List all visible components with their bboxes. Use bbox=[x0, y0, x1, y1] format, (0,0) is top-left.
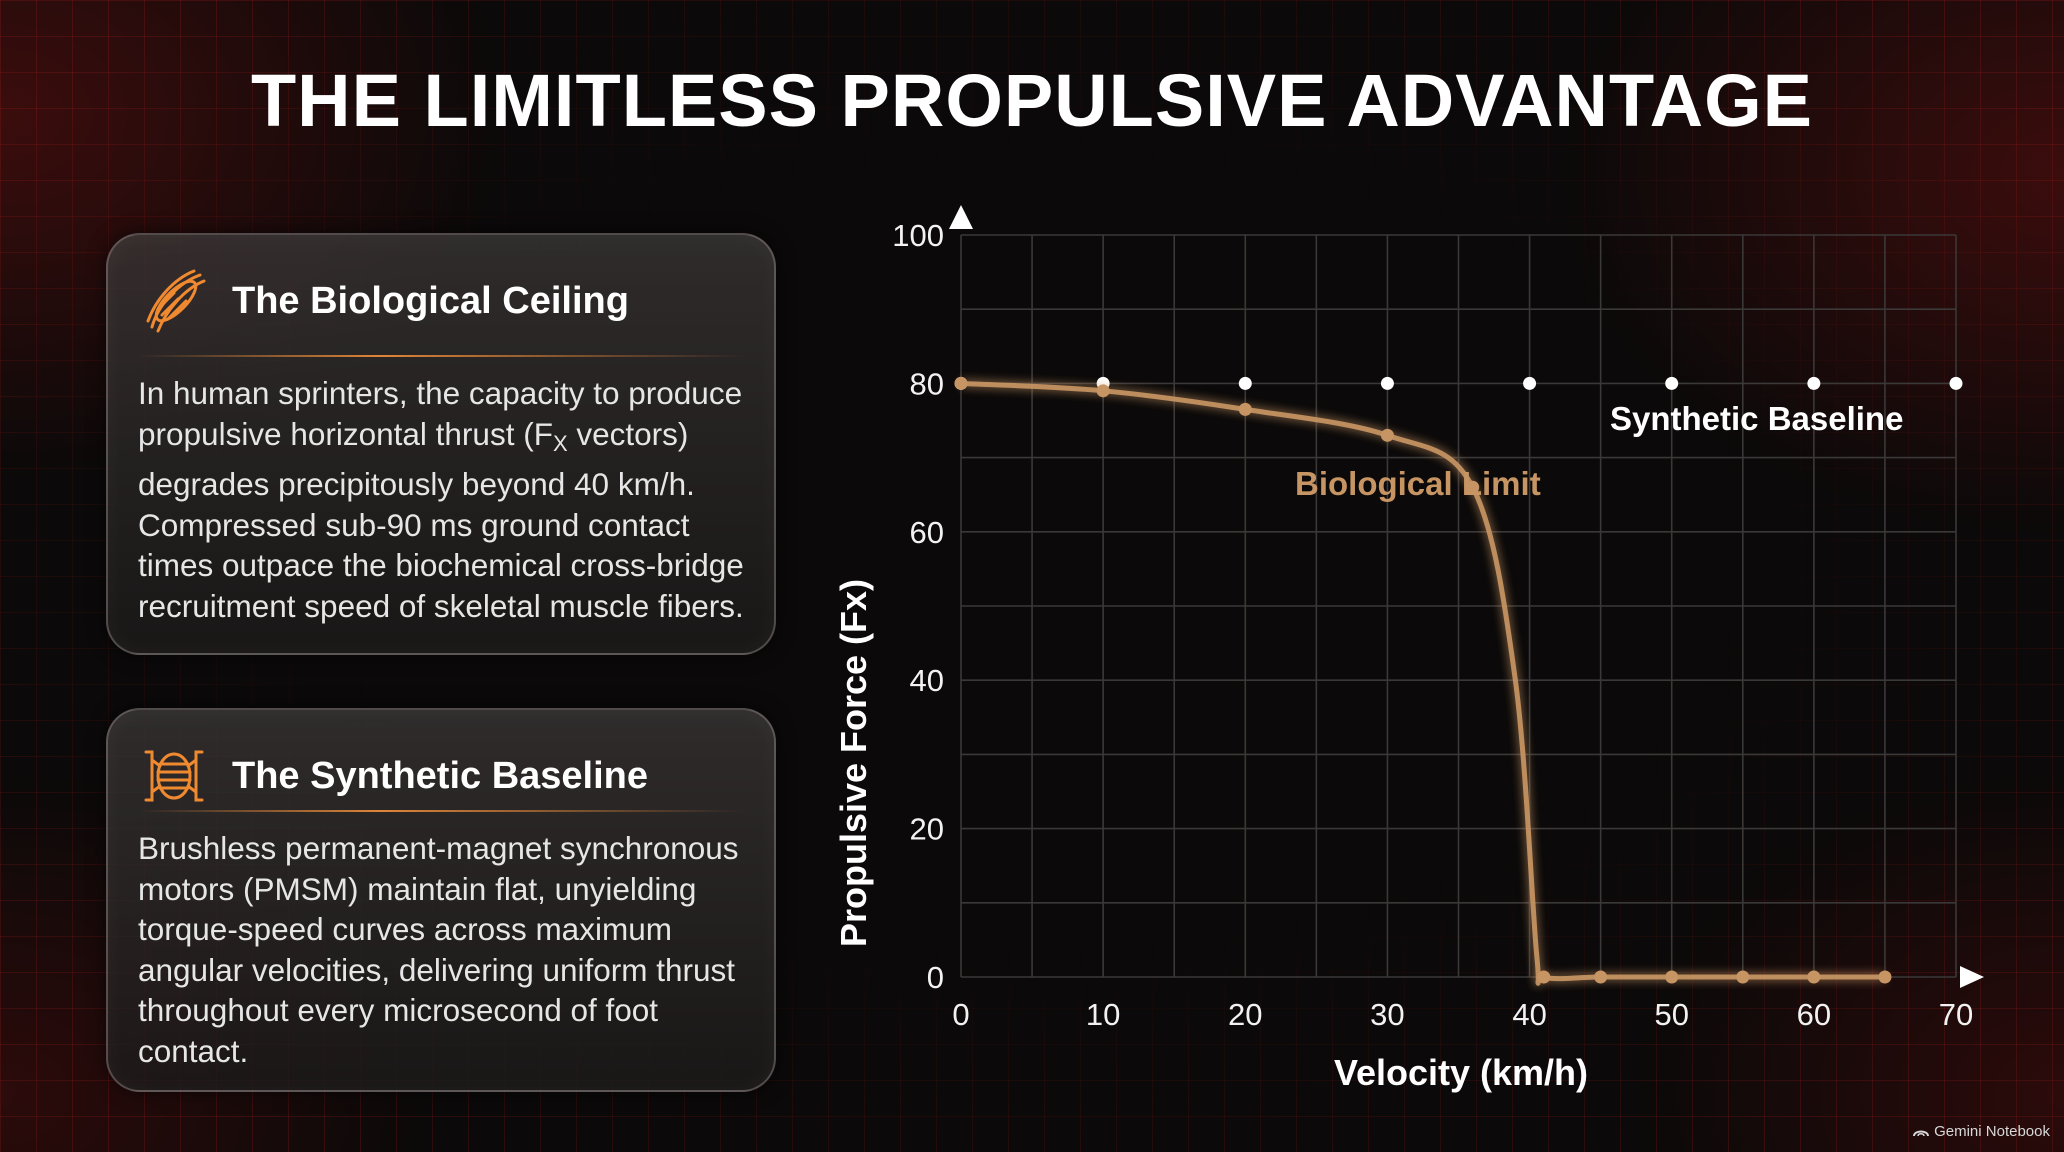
x-tick-label: 20 bbox=[1228, 997, 1262, 1032]
y-tick-label: 20 bbox=[910, 812, 944, 847]
biological-limit-point bbox=[1594, 970, 1608, 984]
synthetic-baseline-point bbox=[1380, 376, 1394, 390]
card-divider bbox=[138, 810, 744, 812]
x-tick-label: 30 bbox=[1370, 997, 1404, 1032]
x-tick-label: 70 bbox=[1939, 997, 1973, 1032]
y-tick-label: 80 bbox=[910, 366, 944, 401]
biological-limit-point bbox=[1807, 970, 1821, 984]
biological-limit-point bbox=[1466, 480, 1480, 494]
x-tick-label: 60 bbox=[1797, 997, 1831, 1032]
y-axis-arrow bbox=[949, 205, 973, 229]
biological-limit-point bbox=[1380, 428, 1394, 442]
card-header: The Biological Ceiling bbox=[138, 259, 744, 343]
chart-axes bbox=[949, 205, 1984, 988]
synthetic-baseline-card: The Synthetic Baseline Brushless permane… bbox=[106, 708, 776, 1092]
chart-svg: 0 10 20 30 40 50 60 70 0 20 40 60 80 100 Velocity (km… bbox=[833, 205, 1984, 1093]
chart-tick-labels: 0 10 20 30 40 50 60 70 0 20 40 60 80 100 bbox=[892, 218, 1973, 1032]
body-text-part: vectors) degrades precipitously beyond 4… bbox=[138, 415, 744, 624]
synthetic-baseline-point bbox=[1665, 376, 1679, 390]
biological-limit-point bbox=[1736, 970, 1750, 984]
muscle-fiber-icon bbox=[146, 269, 206, 333]
card-divider bbox=[138, 355, 744, 357]
x-tick-label: 50 bbox=[1654, 997, 1688, 1032]
body-text-part: In human sprinters, the capacity to prod… bbox=[138, 375, 743, 452]
series-label-biological: Biological Limit bbox=[1295, 465, 1541, 502]
force-velocity-chart: 0 10 20 30 40 50 60 70 0 20 40 60 80 100 Velocity (km… bbox=[820, 200, 2020, 1120]
chart-series bbox=[954, 376, 1963, 986]
page-title: THE LIMITLESS PROPULSIVE ADVANTAGE bbox=[250, 59, 1814, 142]
card-title: The Synthetic Baseline bbox=[232, 754, 649, 797]
watermark: Gemini Notebook bbox=[1913, 1123, 2050, 1140]
series-label-synthetic: Synthetic Baseline bbox=[1610, 400, 1903, 437]
card-header: The Synthetic Baseline bbox=[138, 734, 744, 818]
motor-coil-icon bbox=[144, 750, 204, 802]
biological-limit-point bbox=[1096, 384, 1110, 398]
y-tick-label: 0 bbox=[927, 960, 944, 995]
synthetic-baseline-point bbox=[1949, 376, 1963, 390]
subscript-x: X bbox=[552, 430, 568, 456]
card-body-text: Brushless permanent-magnet synchronous m… bbox=[138, 830, 739, 1069]
card-title: The Biological Ceiling bbox=[232, 279, 629, 322]
biological-limit-point bbox=[1537, 970, 1551, 984]
chart-grid bbox=[960, 234, 1957, 978]
x-tick-label: 40 bbox=[1512, 997, 1546, 1032]
x-axis-label: Velocity (km/h) bbox=[1334, 1052, 1588, 1093]
y-tick-label: 100 bbox=[892, 218, 944, 253]
biological-limit-point bbox=[1878, 970, 1892, 984]
synthetic-baseline-point bbox=[1523, 376, 1537, 390]
biological-limit-point bbox=[954, 376, 968, 390]
synthetic-baseline-point bbox=[1807, 376, 1821, 390]
x-tick-label: 0 bbox=[952, 997, 969, 1032]
biological-limit-point bbox=[1238, 402, 1252, 416]
biological-limit-line bbox=[960, 380, 1885, 986]
biological-ceiling-card: The Biological Ceiling In human sprinter… bbox=[106, 233, 776, 655]
card-body-text: In human sprinters, the capacity to prod… bbox=[138, 373, 748, 626]
watermark-text: Gemini Notebook bbox=[1934, 1123, 2050, 1140]
y-tick-label: 40 bbox=[910, 663, 944, 698]
biological-limit-point bbox=[1665, 970, 1679, 984]
y-tick-label: 60 bbox=[910, 515, 944, 550]
y-axis-label: Propulsive Force (Fx) bbox=[833, 579, 874, 947]
gemini-logo-icon bbox=[1913, 1130, 1930, 1136]
x-axis-arrow bbox=[1960, 966, 1984, 988]
synthetic-baseline-point bbox=[1238, 376, 1252, 390]
x-tick-label: 10 bbox=[1086, 997, 1120, 1032]
